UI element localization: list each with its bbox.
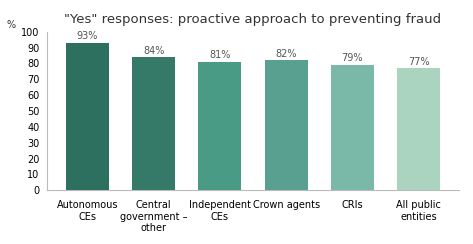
Text: 81%: 81% <box>209 50 231 60</box>
Bar <box>397 68 440 190</box>
Text: 93%: 93% <box>77 31 98 41</box>
Bar <box>331 65 374 190</box>
Bar <box>132 57 175 190</box>
Text: 82%: 82% <box>275 49 297 59</box>
Text: 84%: 84% <box>143 46 165 55</box>
Text: 77%: 77% <box>408 57 429 67</box>
Bar <box>66 43 109 190</box>
Bar <box>264 60 307 190</box>
Title: "Yes" responses: proactive approach to preventing fraud: "Yes" responses: proactive approach to p… <box>64 13 442 26</box>
Text: %: % <box>6 20 15 30</box>
Bar <box>199 62 242 190</box>
Text: 79%: 79% <box>342 53 363 63</box>
